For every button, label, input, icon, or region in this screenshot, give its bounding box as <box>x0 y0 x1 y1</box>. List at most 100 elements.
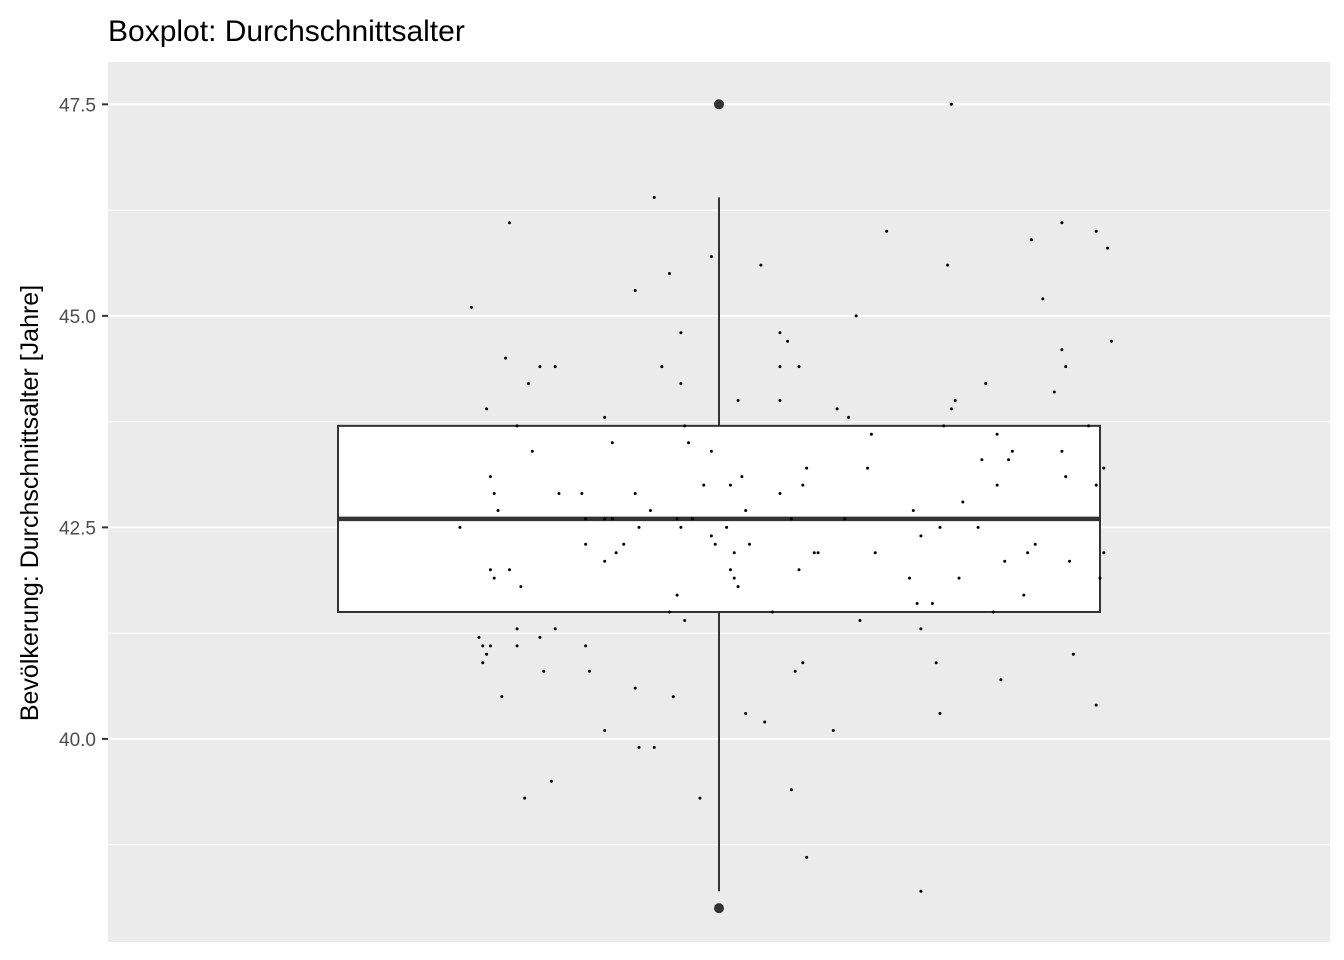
jitter-point <box>667 610 671 614</box>
jitter-point <box>549 779 553 783</box>
jitter-point <box>786 339 790 343</box>
jitter-point <box>995 432 999 436</box>
jitter-point <box>584 542 588 546</box>
jitter-point <box>504 356 508 360</box>
jitter-point <box>458 525 462 529</box>
y-tick-label: 45.0 <box>59 307 96 328</box>
jitter-point <box>949 407 953 411</box>
jitter-point <box>587 669 591 673</box>
jitter-point <box>584 517 588 521</box>
jitter-point <box>835 407 839 411</box>
jitter-point <box>908 576 911 580</box>
jitter-point <box>1064 475 1068 479</box>
jitter-point <box>527 382 530 386</box>
jitter-point <box>492 576 496 580</box>
jitter-point <box>667 272 671 276</box>
jitter-point <box>652 195 656 199</box>
jitter-point <box>797 365 801 369</box>
jitter-point <box>679 331 683 335</box>
jitter-point <box>1098 576 1102 580</box>
jitter-point <box>934 661 938 665</box>
jitter-point <box>805 855 809 859</box>
jitter-point <box>633 686 637 690</box>
jitter-point <box>1087 424 1091 428</box>
jitter-point <box>683 618 687 622</box>
jitter-point <box>1060 449 1064 453</box>
jitter-point <box>530 449 534 453</box>
jitter-point <box>728 483 732 487</box>
jitter-point <box>507 568 511 572</box>
jitter-point <box>747 542 751 546</box>
jitter-point <box>538 635 542 639</box>
outlier-point <box>714 99 724 110</box>
jitter-point <box>919 627 923 631</box>
jitter-point <box>485 407 489 411</box>
jitter-point <box>652 745 656 749</box>
jitter-point <box>953 398 957 402</box>
jitter-point <box>637 525 641 529</box>
jitter-point <box>1060 348 1064 352</box>
jitter-point <box>789 517 793 521</box>
jitter-point <box>763 720 767 724</box>
jitter-point <box>488 644 492 648</box>
jitter-point <box>648 508 652 512</box>
jitter-point <box>942 424 946 428</box>
y-axis-label: Bevölkerung: Durchschnittsalter [Jahre] <box>16 285 44 721</box>
jitter-point <box>603 517 607 521</box>
jitter-point <box>812 551 816 555</box>
jitter-point <box>801 483 805 487</box>
jitter-point <box>736 585 740 589</box>
jitter-point <box>1064 365 1068 369</box>
jitter-point <box>488 475 492 479</box>
y-axis: 40.0 42.5 45.0 47.5 <box>59 95 108 751</box>
jitter-point <box>1071 652 1075 656</box>
jitter-point <box>1068 559 1072 563</box>
jitter-point <box>622 542 626 546</box>
jitter-point <box>519 585 523 589</box>
jitter-point <box>1033 542 1037 546</box>
jitter-point <box>736 398 740 402</box>
jitter-point <box>477 635 481 639</box>
jitter-point <box>770 610 774 614</box>
jitter-point <box>759 263 763 267</box>
jitter-point <box>991 610 995 614</box>
jitter-point <box>744 508 748 512</box>
jitter-point <box>1041 297 1045 301</box>
jitter-point <box>919 889 923 893</box>
jitter-point <box>949 102 953 106</box>
jitter-point <box>789 788 793 792</box>
jitter-point <box>1094 703 1098 707</box>
jitter-point <box>469 305 473 309</box>
jitter-point <box>911 508 915 512</box>
jitter-point <box>816 551 820 555</box>
jitter-point <box>957 576 961 580</box>
jitter-point <box>938 525 942 529</box>
jitter-point <box>1060 221 1064 225</box>
jitter-point <box>690 517 694 521</box>
jitter-point <box>557 492 561 496</box>
jitter-point <box>793 669 797 673</box>
jitter-point <box>713 542 717 546</box>
jitter-point <box>843 517 847 521</box>
jitter-point <box>976 525 980 529</box>
jitter-point <box>744 712 748 716</box>
jitter-point <box>946 263 950 267</box>
jitter-point <box>584 644 588 648</box>
jitter-point <box>671 695 675 699</box>
jitter-point <box>980 458 984 462</box>
y-tick-label: 42.5 <box>59 518 96 539</box>
jitter-point <box>1102 551 1106 555</box>
jitter-point <box>725 525 729 529</box>
jitter-point <box>1022 593 1026 597</box>
jitter-point <box>687 441 691 445</box>
jitter-point <box>515 644 519 648</box>
jitter-point <box>873 551 877 555</box>
jitter-point <box>515 627 519 631</box>
jitter-point <box>488 568 492 572</box>
jitter-point <box>984 382 988 386</box>
jitter-point <box>778 492 782 496</box>
jitter-point <box>778 365 782 369</box>
jitter-point <box>847 415 851 419</box>
jitter-point <box>538 365 542 369</box>
